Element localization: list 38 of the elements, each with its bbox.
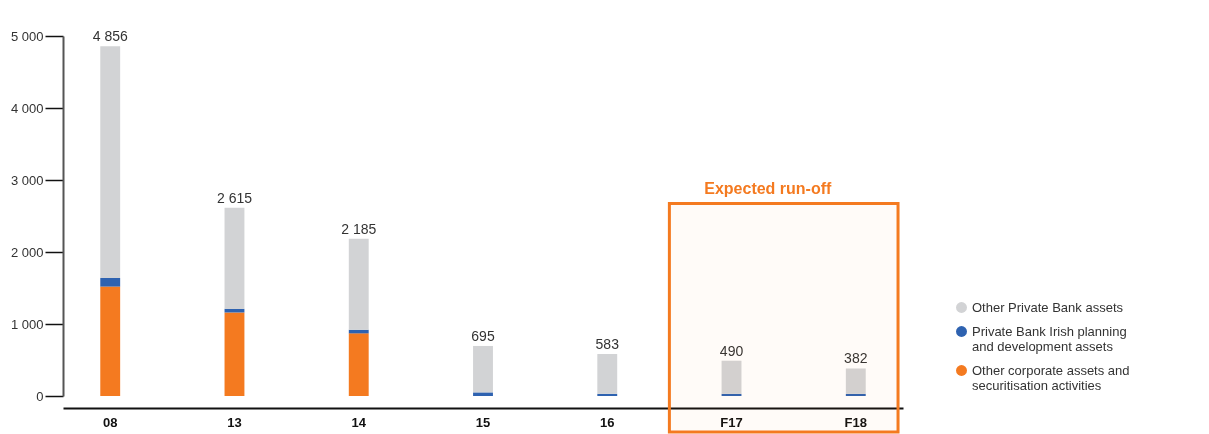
legend-label: Private Bank Irish planning and development assets bbox=[972, 323, 1127, 354]
bar bbox=[473, 345, 493, 393]
y-tick-label: 5 000 bbox=[10, 28, 44, 44]
total-label: 2 615 bbox=[216, 189, 253, 206]
x-tick-label: 08 bbox=[102, 414, 118, 430]
bar bbox=[473, 392, 493, 396]
total-label: 490 bbox=[719, 342, 744, 359]
band-label: Expected run-off bbox=[704, 180, 833, 198]
bar bbox=[100, 46, 121, 278]
x-tick-label: 15 bbox=[475, 414, 491, 430]
bar bbox=[721, 360, 742, 394]
bar bbox=[100, 286, 121, 396]
bar bbox=[224, 312, 245, 396]
x-tick-label: 13 bbox=[227, 414, 242, 430]
bar bbox=[224, 207, 245, 309]
x-tick-label: F18 bbox=[844, 414, 867, 430]
y-tick-label: 1 000 bbox=[10, 316, 44, 332]
x-tick-label: F17 bbox=[720, 414, 743, 430]
y-tick-label: 0 bbox=[36, 388, 44, 404]
bar bbox=[597, 354, 618, 394]
legend-label: Other corporate assets and securitisation activities bbox=[972, 362, 1130, 393]
x-tick-label: 14 bbox=[351, 414, 367, 430]
bar bbox=[845, 368, 866, 394]
bar bbox=[845, 393, 866, 396]
bar bbox=[348, 238, 369, 330]
x-tick-label: 16 bbox=[600, 414, 615, 430]
total-label: 2 185 bbox=[341, 220, 377, 237]
bar bbox=[348, 333, 369, 396]
y-tick-label: 2 000 bbox=[10, 244, 44, 260]
bar bbox=[597, 393, 618, 396]
y-tick-label: 3 000 bbox=[10, 172, 44, 188]
y-tick-label: 4 000 bbox=[10, 100, 44, 116]
legend-label: Other Private Bank assets bbox=[972, 299, 1124, 315]
total-label: 695 bbox=[471, 327, 495, 344]
bar bbox=[100, 277, 121, 287]
total-label: 382 bbox=[844, 350, 868, 367]
total-label: 4 856 bbox=[92, 28, 128, 45]
total-label: 583 bbox=[595, 336, 620, 353]
